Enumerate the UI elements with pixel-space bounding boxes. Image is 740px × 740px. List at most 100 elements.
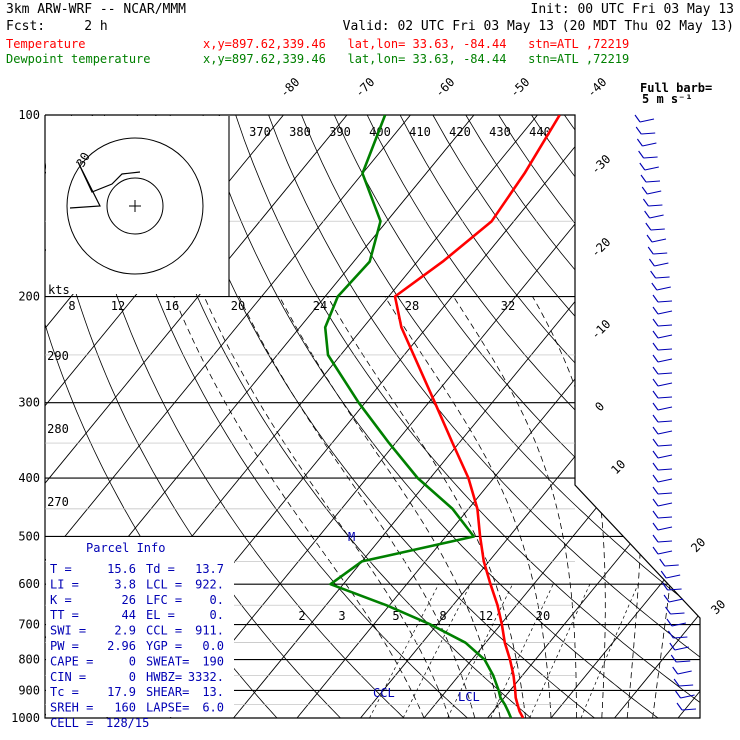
wind-barb-flag [652, 522, 659, 531]
mixing-ratio-label: 2 [298, 609, 305, 623]
parcel-info-key: SHEAR= [146, 685, 189, 699]
isotherm-line [614, 115, 700, 718]
parcel-info-title: Parcel Info [86, 541, 165, 555]
wind-barb [670, 612, 685, 615]
wind-barb-flag [648, 258, 655, 267]
wind-barb [657, 478, 673, 483]
wind-barb [657, 300, 673, 303]
isotherm-line [45, 115, 411, 718]
parcel-info-key: LI = [50, 577, 79, 591]
wind-barb-flag [652, 318, 659, 327]
hodograph-ring [66, 137, 204, 275]
wind-barbs: Full barb=5 m s⁻¹ [634, 81, 712, 711]
wind-barb [657, 372, 673, 375]
parcel-info-key: CCL = [146, 624, 182, 638]
wind-barb-units: 5 m s⁻¹ [642, 92, 693, 106]
wind-barb-flag [641, 186, 648, 195]
wind-barb [651, 238, 667, 243]
wind-barb [677, 670, 692, 675]
parcel-info-box: Parcel Info T = 15.6 Td = 13.7 LI = 3.8 LCL = 92… [46, 537, 234, 730]
wind-barb-flag [670, 654, 677, 663]
ccl-marker: CCL [373, 686, 395, 700]
wind-barb-flag [645, 222, 652, 231]
isotherm-line [169, 115, 665, 718]
moist-adiabat-line [279, 296, 501, 718]
theta-label: 420 [449, 125, 471, 139]
wind-barb-flag [665, 606, 671, 615]
isotherm-label: -80 [277, 75, 302, 100]
hodograph-label: 30 [73, 150, 92, 170]
mid-marker: M [348, 530, 355, 544]
parcel-info-key: PW = [50, 639, 79, 653]
parcel-info-value: 3.8 [114, 577, 136, 591]
hodograph-background [46, 116, 229, 294]
wind-barb [657, 358, 673, 363]
wind-barb-flag [642, 198, 649, 207]
theta-label: 270 [47, 495, 69, 509]
wind-barb-flag [652, 546, 659, 555]
mixing-ratio-line [369, 584, 440, 718]
wind-barb-flag [636, 138, 643, 147]
pressure-tick-label: 500 [18, 529, 40, 543]
parcel-info-value: 13.7 [195, 562, 224, 576]
isotherm-label: -70 [352, 75, 377, 100]
wind-barb-flag [652, 534, 659, 543]
parcel-info-value: 128/15 [106, 716, 149, 730]
theta-label: 410 [409, 125, 431, 139]
wind-barb [657, 502, 673, 507]
isotherm-line [423, 115, 700, 718]
wind-barb-flag [640, 174, 647, 183]
mixing-ratio-label: 12 [479, 609, 493, 623]
pressure-tick-label: 700 [18, 618, 40, 632]
parcel-info-key: EL = [146, 608, 175, 622]
parcel-info-key: T = [50, 562, 72, 576]
theta-label: 400 [369, 125, 391, 139]
wind-barb [657, 526, 673, 531]
wind-barb-flag [652, 342, 659, 351]
moist-adiabat-line [384, 296, 552, 718]
parcel-info-value: 190 [202, 654, 224, 668]
parcel-info-key: CAPE = [50, 654, 93, 668]
wind-barb [647, 190, 662, 195]
wind-barb [657, 348, 673, 351]
wind-barb [657, 324, 673, 327]
dry-adiabat-line [662, 115, 700, 718]
wind-barb-flag [652, 414, 659, 423]
mixing-ratio-line [402, 584, 471, 718]
wind-barb [648, 204, 663, 207]
wind-barb [657, 334, 673, 339]
wind-barb [657, 540, 673, 543]
hodograph-speed-tick: 32 [501, 299, 515, 313]
legend-temperature-name: Temperature [6, 37, 85, 51]
wind-barb [667, 588, 682, 591]
dry-adiabat-line [531, 115, 700, 718]
mixing-ratio-label: 3 [338, 609, 345, 623]
pressure-tick-label: 400 [18, 471, 40, 485]
dewpoint-trace [323, 115, 513, 718]
theta-label: 430 [489, 125, 511, 139]
hodograph-trace [69, 161, 141, 209]
wind-barb [649, 214, 664, 219]
wind-barb [657, 550, 673, 555]
lcl-marker: LCL [458, 690, 480, 704]
parcel-info-key: CELL = [50, 716, 93, 730]
wind-barb-flag [675, 690, 682, 699]
parcel-info-value: 0 [129, 670, 136, 684]
dry-adiabat-line [596, 115, 700, 718]
hodograph-units: kts [48, 283, 70, 297]
isotherm-line [550, 115, 700, 718]
isotherm-label: 20 [688, 535, 708, 555]
wind-barb [679, 684, 694, 687]
wind-barb-flag [652, 438, 659, 447]
isotherm-label: -50 [507, 75, 532, 100]
hodograph-ring [106, 177, 164, 235]
parcel-info-key: YGP = [146, 639, 182, 653]
hodograph: 30 kts [46, 116, 230, 297]
isotherm-label: -60 [432, 75, 457, 100]
parcel-info-value: 13. [202, 685, 224, 699]
isotherm-line [45, 115, 348, 718]
dry-adiabat-line [301, 115, 700, 718]
parcel-info-value: 17.9 [107, 685, 136, 699]
wind-barb [654, 262, 669, 267]
